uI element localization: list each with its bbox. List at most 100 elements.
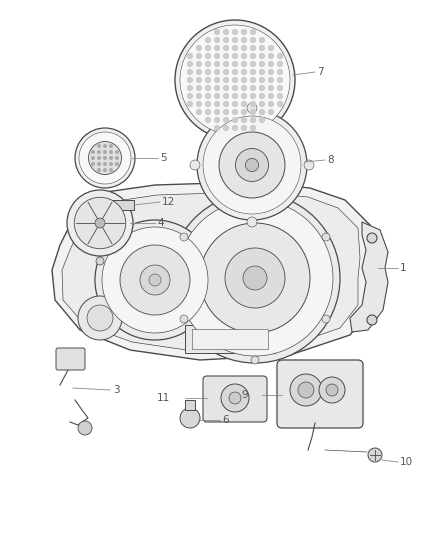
Circle shape: [232, 101, 238, 107]
Circle shape: [223, 45, 229, 51]
Circle shape: [219, 132, 285, 198]
Circle shape: [223, 93, 229, 99]
Polygon shape: [62, 192, 360, 352]
Circle shape: [251, 356, 259, 364]
Circle shape: [241, 85, 247, 91]
Circle shape: [223, 29, 229, 35]
Circle shape: [322, 315, 330, 323]
Circle shape: [241, 61, 247, 67]
Circle shape: [205, 85, 211, 91]
Circle shape: [205, 109, 211, 115]
Text: 1: 1: [400, 263, 406, 273]
Circle shape: [214, 53, 220, 59]
Circle shape: [241, 117, 247, 123]
Circle shape: [250, 125, 256, 131]
Circle shape: [203, 116, 301, 214]
Circle shape: [97, 162, 101, 166]
Circle shape: [196, 77, 202, 83]
Circle shape: [221, 384, 249, 412]
FancyBboxPatch shape: [277, 360, 363, 428]
Circle shape: [205, 61, 211, 67]
Circle shape: [367, 233, 377, 243]
Circle shape: [205, 45, 211, 51]
Circle shape: [223, 125, 229, 131]
Circle shape: [214, 85, 220, 91]
Circle shape: [187, 101, 193, 107]
Circle shape: [205, 37, 211, 43]
Circle shape: [223, 61, 229, 67]
Circle shape: [241, 69, 247, 75]
Circle shape: [149, 274, 161, 286]
Circle shape: [268, 101, 274, 107]
Circle shape: [241, 37, 247, 43]
Circle shape: [241, 101, 247, 107]
Circle shape: [368, 448, 382, 462]
Circle shape: [250, 61, 256, 67]
Circle shape: [290, 374, 322, 406]
Circle shape: [214, 29, 220, 35]
Circle shape: [187, 69, 193, 75]
Circle shape: [196, 93, 202, 99]
Circle shape: [103, 156, 107, 160]
Circle shape: [241, 53, 247, 59]
Circle shape: [268, 77, 274, 83]
Circle shape: [214, 37, 220, 43]
Circle shape: [97, 168, 101, 172]
FancyBboxPatch shape: [56, 348, 85, 370]
Circle shape: [277, 53, 283, 59]
Circle shape: [200, 223, 310, 333]
Circle shape: [205, 101, 211, 107]
Circle shape: [97, 150, 101, 154]
Circle shape: [91, 162, 95, 166]
Circle shape: [196, 61, 202, 67]
Circle shape: [223, 101, 229, 107]
Circle shape: [250, 37, 256, 43]
Circle shape: [250, 117, 256, 123]
Circle shape: [214, 77, 220, 83]
Circle shape: [223, 69, 229, 75]
Circle shape: [180, 408, 200, 428]
Circle shape: [187, 93, 193, 99]
Circle shape: [196, 69, 202, 75]
Circle shape: [109, 168, 113, 172]
Circle shape: [223, 53, 229, 59]
Circle shape: [241, 125, 247, 131]
Circle shape: [277, 85, 283, 91]
Circle shape: [232, 125, 238, 131]
Circle shape: [232, 69, 238, 75]
Bar: [192, 329, 268, 349]
Circle shape: [247, 217, 257, 227]
Circle shape: [96, 257, 104, 265]
Circle shape: [223, 37, 229, 43]
Circle shape: [170, 193, 340, 363]
Circle shape: [103, 150, 107, 154]
Circle shape: [259, 109, 265, 115]
Text: 4: 4: [157, 218, 164, 228]
Circle shape: [223, 77, 229, 83]
Text: 12: 12: [162, 197, 175, 207]
Circle shape: [196, 109, 202, 115]
Bar: [185, 400, 195, 410]
Circle shape: [250, 101, 256, 107]
Circle shape: [250, 45, 256, 51]
Circle shape: [259, 117, 265, 123]
Circle shape: [214, 69, 220, 75]
Circle shape: [250, 29, 256, 35]
Circle shape: [268, 85, 274, 91]
Circle shape: [250, 85, 256, 91]
Circle shape: [251, 192, 259, 200]
Circle shape: [277, 93, 283, 99]
Circle shape: [79, 132, 131, 184]
Circle shape: [187, 53, 193, 59]
Circle shape: [120, 245, 190, 315]
Circle shape: [109, 144, 113, 148]
Circle shape: [259, 85, 265, 91]
Circle shape: [115, 156, 119, 160]
Circle shape: [223, 85, 229, 91]
Text: 5: 5: [160, 153, 166, 163]
Circle shape: [95, 220, 215, 340]
Polygon shape: [52, 182, 372, 360]
Circle shape: [187, 61, 193, 67]
Circle shape: [214, 61, 220, 67]
Circle shape: [109, 156, 113, 160]
